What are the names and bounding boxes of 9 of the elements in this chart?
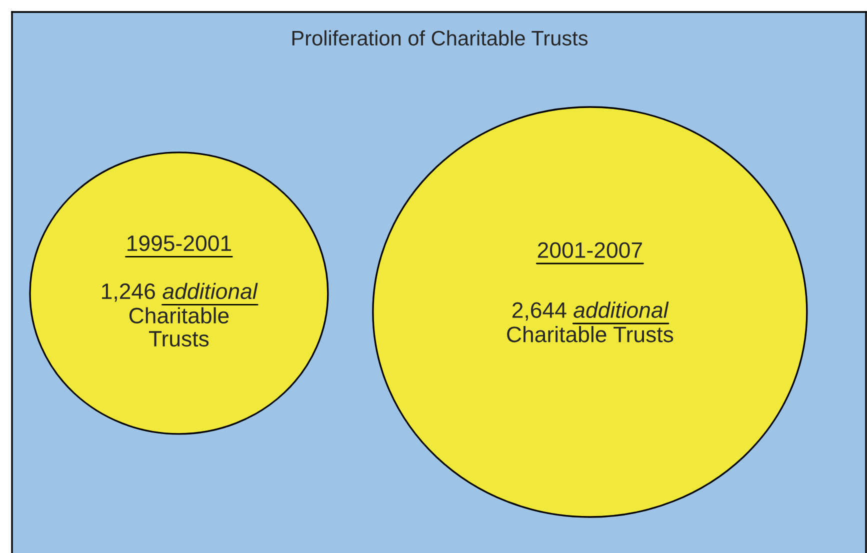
data-label: 1,246 [102,283,155,302]
text: Charitable Trusts [129,307,229,347]
text: additional [162,282,258,300]
data-label: 2,644 [512,302,566,321]
text: additional [574,302,669,318]
text: Charitable Trusts [507,326,674,342]
text: Proliferation of Charitable Trusts [292,30,588,46]
category-label: 2001-2007 [538,242,642,258]
category-label: 1995-2001 [128,235,232,252]
